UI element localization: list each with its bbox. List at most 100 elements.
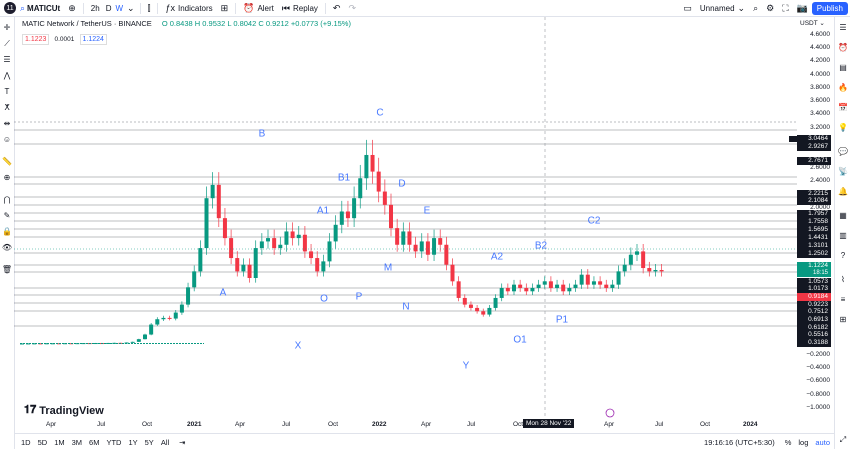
price-chart[interactable] bbox=[14, 17, 797, 418]
time-axis[interactable]: Mon 28 Nov '22 Apr Jul Oct 2021 Apr Jul Oct 202… bbox=[14, 418, 797, 432]
eye-icon[interactable]: 👁 bbox=[1, 243, 13, 252]
redo-button[interactable]: ↷ bbox=[344, 0, 360, 16]
zoom-in-icon[interactable]: ⊕ bbox=[3, 173, 11, 182]
interval-dropdown[interactable]: ⌄ bbox=[125, 0, 137, 16]
wave-label[interactable]: C2 bbox=[587, 215, 601, 227]
price-scale[interactable]: 4.6000 4.4000 4.2000 4.0000 3.8000 3.6000 3.40… bbox=[797, 17, 834, 431]
undo-button[interactable]: ↶ bbox=[329, 0, 345, 16]
fullscreen-button[interactable]: ⛶ bbox=[778, 0, 792, 16]
chat-icon[interactable]: 💬 bbox=[838, 147, 848, 156]
crosshair-tool-icon[interactable]: ✛ bbox=[3, 23, 11, 32]
range-button-5y[interactable]: 5Y bbox=[144, 437, 154, 447]
trash-icon[interactable]: 🗑 bbox=[1, 265, 13, 274]
wave-label[interactable]: O1 bbox=[513, 334, 527, 346]
ideas-icon[interactable]: 💡 bbox=[838, 123, 848, 132]
drawing-toolbar: ✛ ⟋ ☰ ⋀ T ⵅ ⇹ ☺ 📏 ⊕ ⋂ ✎ 🔒 👁 🗑 bbox=[0, 17, 15, 449]
user-avatar[interactable]: 11 bbox=[4, 2, 16, 14]
candle-body bbox=[216, 184, 221, 219]
wave-label[interactable]: P1 bbox=[555, 314, 569, 326]
log-toggle[interactable]: log bbox=[798, 437, 809, 447]
range-button-1m[interactable]: 1M bbox=[54, 437, 65, 447]
wave-label[interactable]: A1 bbox=[316, 205, 330, 217]
trend-line-tool-icon[interactable]: ⟋ bbox=[4, 39, 10, 48]
wave-label[interactable]: B bbox=[258, 128, 266, 140]
alert-button[interactable]: ⏰ Alert bbox=[239, 0, 278, 16]
wave-label[interactable]: D bbox=[398, 178, 406, 190]
lock-icon[interactable]: 🔒 bbox=[2, 227, 12, 236]
level-price-label: 1.2502 bbox=[797, 250, 831, 258]
wave-label[interactable]: E bbox=[423, 205, 431, 217]
wave-label[interactable]: B1 bbox=[337, 172, 351, 184]
wave-label[interactable]: M bbox=[383, 262, 393, 274]
wave-label[interactable]: B2 bbox=[534, 240, 548, 252]
pattern-tool-icon[interactable]: ⋀ bbox=[3, 71, 11, 80]
watermark-text: TradingView bbox=[39, 404, 104, 417]
emoji-tool-icon[interactable]: ☺ bbox=[2, 135, 12, 144]
magnet-icon[interactable]: ⋂ bbox=[3, 195, 11, 204]
compare-button[interactable]: ⊕ bbox=[64, 0, 80, 16]
wave-label[interactable]: P bbox=[355, 291, 363, 303]
indicators-button[interactable]: ƒx Indicators bbox=[161, 0, 216, 16]
ruler-icon[interactable]: 📏 bbox=[2, 157, 12, 166]
screener-icon[interactable]: ▦ bbox=[839, 211, 847, 220]
pattern-xabcd-icon[interactable]: ⵅ bbox=[4, 103, 10, 112]
goto-date-icon[interactable]: ⇥ bbox=[179, 437, 186, 447]
interval-2h-button[interactable]: 2h bbox=[87, 0, 104, 16]
hotlist-icon[interactable]: 🔥 bbox=[838, 83, 848, 92]
range-button-1d[interactable]: 1D bbox=[21, 437, 31, 447]
alerts-icon[interactable]: ⏰ bbox=[838, 43, 848, 52]
range-button-1y[interactable]: 1Y bbox=[128, 437, 138, 447]
currency-select[interactable]: USDT ⌄ bbox=[800, 20, 825, 27]
wave-label[interactable]: X bbox=[294, 340, 302, 352]
text-tool-icon[interactable]: T bbox=[4, 87, 10, 96]
settings-button[interactable]: ⚙ bbox=[762, 0, 778, 16]
candle-body bbox=[315, 258, 320, 272]
lock-drawing-icon[interactable]: ✎ bbox=[3, 211, 11, 220]
auto-toggle[interactable]: auto bbox=[815, 437, 830, 447]
watchlist-icon[interactable]: ☰ bbox=[839, 23, 847, 32]
range-button-all[interactable]: All bbox=[160, 437, 170, 447]
replay-button[interactable]: ⏮ Replay bbox=[278, 0, 322, 16]
range-button-3m[interactable]: 3M bbox=[71, 437, 83, 447]
interval-w-button[interactable]: W bbox=[113, 0, 125, 16]
search-button[interactable]: ⌕ bbox=[749, 0, 762, 16]
wave-label[interactable]: C bbox=[376, 107, 384, 119]
layers-icon[interactable]: ≡ bbox=[840, 295, 846, 304]
streams-icon[interactable]: 📡 bbox=[838, 167, 848, 176]
layout-select-icon-button[interactable]: ▭ bbox=[679, 0, 696, 16]
layout-name-button[interactable]: Unnamed ⌄ bbox=[696, 0, 749, 16]
clock-time[interactable]: 19:16:16 (UTC+5:30) bbox=[704, 437, 775, 447]
fib-tool-icon[interactable]: ☰ bbox=[3, 55, 11, 64]
expand-icon[interactable]: ⤢ bbox=[839, 435, 847, 444]
wave-label[interactable]: A2 bbox=[490, 251, 504, 263]
wave-label[interactable]: Y bbox=[462, 360, 470, 372]
tradingview-logo-icon: 𝟏𝟕 bbox=[24, 404, 37, 416]
pine-icon[interactable]: ⌇ bbox=[841, 275, 845, 284]
symbol-search[interactable]: ⌕ MATICUt bbox=[16, 0, 64, 16]
interval-d-button[interactable]: D bbox=[104, 0, 114, 16]
candle-body bbox=[475, 307, 480, 312]
wave-label[interactable]: O bbox=[320, 293, 328, 305]
templates-button[interactable]: ⊞ bbox=[217, 0, 233, 16]
range-button-6m[interactable]: 6M bbox=[89, 437, 100, 447]
notifications-icon[interactable]: 🔔 bbox=[838, 187, 848, 196]
help-icon[interactable]: ? bbox=[840, 251, 846, 260]
object-tree-icon[interactable]: ⊞ bbox=[839, 315, 847, 324]
range-button-ytd[interactable]: YTD bbox=[106, 437, 122, 447]
publish-label: Publish bbox=[811, 1, 848, 15]
sell-price-box[interactable]: 1.1223 bbox=[22, 34, 50, 45]
range-button-5d[interactable]: 5D bbox=[37, 437, 48, 447]
calendar-icon[interactable]: 📅 bbox=[838, 103, 848, 112]
order-panel-icon[interactable]: ▥ bbox=[839, 231, 847, 240]
data-window-icon[interactable]: ▤ bbox=[839, 63, 847, 72]
snapshot-button[interactable]: 📷 bbox=[793, 0, 812, 16]
wave-label[interactable]: A bbox=[219, 287, 227, 299]
buy-price-box[interactable]: 1.1224 bbox=[79, 34, 107, 45]
percent-toggle[interactable]: % bbox=[784, 437, 792, 447]
level-price-label: 0.9223 bbox=[797, 301, 831, 309]
chart-type-button[interactable]: ⫿ bbox=[144, 0, 155, 16]
publish-button[interactable]: Publish bbox=[811, 0, 850, 16]
forecast-tool-icon[interactable]: ⇹ bbox=[3, 119, 11, 128]
price-tick: 4.0000 bbox=[810, 71, 830, 78]
wave-label[interactable]: N bbox=[402, 301, 410, 313]
